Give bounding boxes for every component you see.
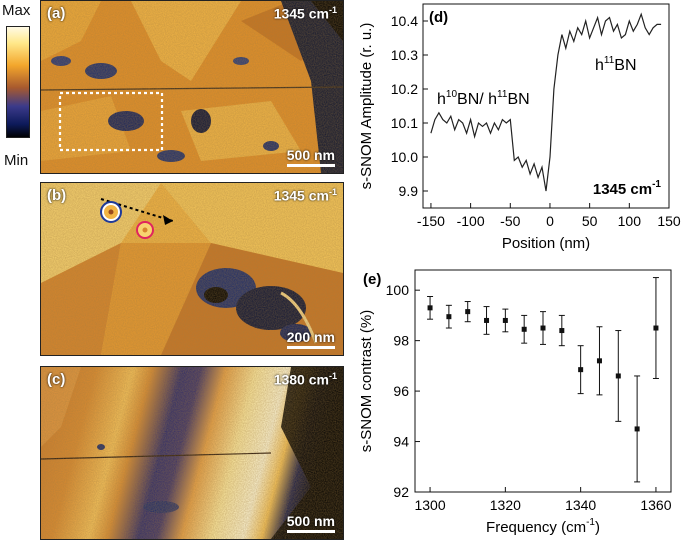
chart-e-xtick-label: 1360 (640, 497, 671, 513)
chart-e-xlabel-text: Frequency (cm (486, 519, 586, 536)
image-panel-a: (a) 1345 cm-1 500 nm (40, 0, 344, 174)
marker-ring-blue (100, 201, 122, 223)
chart-d-ytick-label: 9.9 (399, 183, 419, 199)
chart-e-xlabel: Frequency (cm-1) (486, 517, 600, 536)
wavenumber-exp-a: -1 (328, 5, 337, 15)
wavenumber-unit-a: cm (308, 5, 329, 22)
chart-e-point (502, 317, 508, 323)
chart-e-point (559, 328, 565, 334)
chart-e-point (484, 317, 490, 323)
chart-d-annotation-right-b: 11 (604, 55, 615, 66)
chart-e-ytick-label: 100 (386, 282, 410, 298)
colorbar-max-label: Max (2, 2, 31, 19)
chart-d-xtick-label: 150 (657, 213, 681, 229)
snom-image-b (41, 183, 343, 355)
chart-d-xtick-label: 100 (618, 213, 642, 229)
wavenumber-unit-c: cm (308, 371, 329, 388)
scale-bar-line-a (286, 164, 335, 167)
scale-label-a: 500 nm (286, 147, 335, 163)
chart-d-annotation-left-c: BN/ h (457, 91, 497, 108)
chart-d-annotation-right: h11BN (595, 55, 637, 74)
chart-e-ytick-label: 92 (393, 484, 409, 500)
chart-e-point (465, 309, 471, 315)
chart-d-ylabel: s-SNOM Amplitude (r. u.) (358, 23, 375, 190)
panel-tag-b: (b) (47, 187, 67, 204)
chart-e-xlabel-exp: -1 (586, 517, 595, 528)
chart-e-point (540, 325, 546, 331)
chart-e-ytick-label: 96 (393, 383, 409, 399)
chart-d-annotation-corner-exp: -1 (652, 179, 661, 190)
image-panel-b: (b) 1345 cm-1 200 nm (40, 182, 344, 356)
chart-e-xtick-label: 1340 (565, 497, 596, 513)
chart-e-point (634, 426, 640, 432)
chart-e-contrast-spectrum: 1300 1320 1340 1360 92 94 96 98 100 Frequency (cm… (358, 269, 672, 536)
chart-d-xtick-label: -100 (457, 213, 485, 229)
profile-arrowhead (163, 215, 173, 225)
scale-bar-a: 500 nm (286, 147, 335, 167)
chart-d-annotation-corner: 1345 cm-1 (593, 179, 662, 198)
chart-d-annotation-left-d: 11 (497, 89, 508, 100)
chart-e-ylabel: s-SNOM contrast (%) (358, 310, 375, 453)
wavenumber-label-b: 1345 cm-1 (274, 187, 337, 204)
panel-tag-c: (c) (47, 371, 66, 388)
chart-d-ytick-label: 10.0 (391, 149, 418, 165)
chart-d-annotation-right-c: BN (614, 57, 636, 74)
chart-e-point (596, 358, 602, 364)
image-panel-c: (c) 1380 cm-1 500 nm (40, 366, 344, 540)
chart-d-amplitude-profile: -150 -100 -50 0 50 100 150 9.9 10.0 10.1 10.2 10.3 1… (358, 3, 681, 252)
chart-d-ytick-label: 10.1 (391, 115, 418, 131)
wavenumber-value-a: 1345 (273, 5, 305, 22)
chart-e-xtick-label: 1320 (490, 497, 521, 513)
chart-e-point (446, 314, 452, 320)
chart-e-panel-tag: (e) (363, 271, 381, 288)
chart-d-xtick-label: 50 (582, 213, 598, 229)
chart-e-xlabel-end: ) (595, 519, 600, 536)
chart-e-point (578, 367, 584, 373)
chart-d-annotation-left-b: 10 (446, 89, 458, 100)
chart-e-point (615, 373, 621, 379)
colorbar-min-label: Min (4, 152, 29, 169)
scale-label-c: 500 nm (286, 513, 335, 529)
colorbar (6, 26, 30, 138)
snom-image-c (41, 367, 343, 539)
chart-e-ytick-label: 98 (393, 333, 409, 349)
chart-d-annotation-left: h10BN/ h11BN (437, 89, 530, 108)
chart-e-ytick-label: 94 (393, 434, 409, 450)
chart-d-xtick-label: 0 (546, 213, 554, 229)
chart-d-ytick-label: 10.4 (391, 13, 418, 29)
zoom-region-box (58, 91, 164, 152)
chart-d-frame (422, 3, 670, 209)
wavenumber-exp-c: -1 (328, 371, 337, 381)
chart-e-frame (414, 269, 672, 493)
chart-d-panel-tag: (d) (429, 9, 448, 26)
chart-e-point (521, 326, 527, 332)
chart-d-series-line (430, 12, 662, 192)
scale-label-b: 200 nm (286, 329, 335, 345)
scale-bar-line-c (286, 530, 335, 533)
chart-d-ytick-label: 10.2 (391, 81, 418, 97)
wavenumber-label-a: 1345 cm-1 (274, 5, 337, 22)
scale-bar-c: 500 nm (286, 513, 335, 533)
chart-e-point (653, 325, 659, 331)
chart-d-annotation-left-e: BN (507, 91, 529, 108)
chart-d-xtick-label: -150 (417, 213, 445, 229)
wavenumber-unit-b: cm (308, 187, 329, 204)
chart-d-annotation-left-a: h (437, 91, 446, 108)
chart-d-xlabel: Position (nm) (502, 235, 590, 252)
scale-bar-b: 200 nm (286, 329, 335, 349)
wavenumber-label-c: 1380 cm-1 (274, 371, 337, 388)
snom-image-a (41, 1, 343, 173)
panel-tag-a: (a) (47, 5, 66, 22)
wavenumber-value-c: 1380 (273, 371, 305, 388)
chart-d-annotation-corner-text: 1345 cm (593, 181, 652, 198)
chart-d-xtick-label: -50 (500, 213, 520, 229)
chart-d-annotation-right-a: h (595, 57, 604, 74)
scale-bar-line-b (286, 346, 335, 349)
chart-e-xtick-label: 1300 (414, 497, 445, 513)
chart-e-point (427, 305, 433, 311)
wavenumber-exp-b: -1 (328, 187, 337, 197)
chart-d-ytick-label: 10.3 (391, 47, 418, 63)
wavenumber-value-b: 1345 (273, 187, 305, 204)
